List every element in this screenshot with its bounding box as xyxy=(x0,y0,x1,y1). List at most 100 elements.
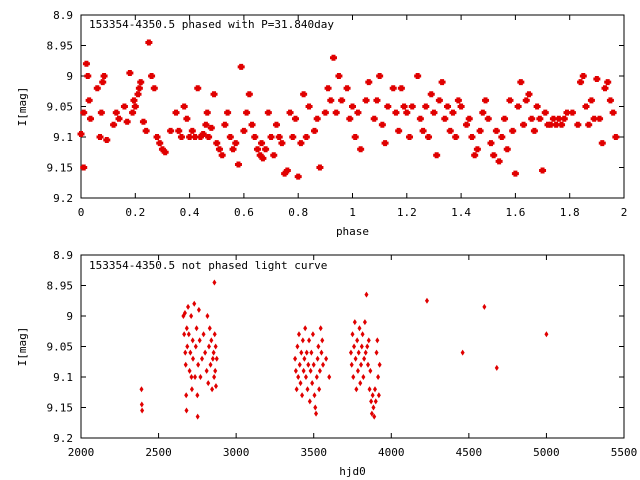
data-point xyxy=(194,85,202,92)
data-point xyxy=(351,134,359,140)
data-point xyxy=(185,343,190,350)
y-axis-label: I[mag] xyxy=(16,327,29,367)
y-tick-label: 9.05 xyxy=(47,341,74,354)
data-point xyxy=(536,115,544,122)
data-point xyxy=(186,331,191,338)
data-point xyxy=(376,374,381,380)
y-tick-label: 9 xyxy=(66,310,73,323)
data-point xyxy=(302,134,310,140)
data-point xyxy=(321,109,329,116)
data-point xyxy=(120,103,128,110)
data-point xyxy=(490,152,498,159)
data-point xyxy=(408,103,416,110)
x-tick-label: 3000 xyxy=(223,446,250,459)
data-point xyxy=(182,309,187,316)
data-point xyxy=(574,121,582,128)
data-point xyxy=(316,164,324,171)
data-point xyxy=(311,361,316,368)
data-point xyxy=(544,331,549,338)
y-tick-label: 9.2 xyxy=(53,432,73,445)
data-point xyxy=(193,374,198,380)
data-point xyxy=(182,331,187,338)
data-point xyxy=(262,146,270,153)
data-point xyxy=(286,109,294,116)
data-point xyxy=(384,103,392,110)
data-point xyxy=(297,140,305,147)
x-tick-label: 1 xyxy=(349,206,356,219)
phased-light-curve-panel: 0 0.2 0.4 0.6 0.8 1 1.2 1.4 1.6 1.8 2 8.9 8.95 9 9.05 9… xyxy=(16,9,627,238)
x-tick-label: 4500 xyxy=(456,446,483,459)
x-tick-label: 2000 xyxy=(68,446,95,459)
data-point xyxy=(503,146,511,153)
y-tick-label: 9.15 xyxy=(47,162,74,175)
data-point xyxy=(425,134,433,140)
data-point xyxy=(103,137,111,144)
data-point xyxy=(320,337,325,344)
data-point xyxy=(313,115,321,122)
data-point xyxy=(203,109,211,116)
data-point xyxy=(139,118,147,125)
data-point xyxy=(433,152,441,159)
x-axis-label: hjd0 xyxy=(339,465,366,478)
data-point xyxy=(352,319,357,326)
data-point xyxy=(367,386,372,393)
data-point xyxy=(213,140,221,147)
data-point xyxy=(195,392,200,399)
data-point xyxy=(364,291,369,298)
data-point xyxy=(93,85,101,92)
data-point xyxy=(362,355,367,362)
data-point xyxy=(139,401,144,408)
data-point xyxy=(577,79,585,86)
data-point xyxy=(579,73,587,79)
data-point xyxy=(283,167,291,174)
data-point xyxy=(501,115,509,122)
data-point xyxy=(362,319,367,326)
y-tick-label: 8.95 xyxy=(47,280,74,293)
data-point xyxy=(444,103,452,110)
data-point xyxy=(115,115,123,122)
data-point xyxy=(321,361,326,368)
data-point xyxy=(85,97,93,104)
data-point xyxy=(199,130,207,137)
data-point xyxy=(183,361,188,368)
data-point xyxy=(305,386,310,393)
data-point xyxy=(369,398,374,405)
data-point xyxy=(424,297,429,304)
data-point xyxy=(310,380,315,387)
data-point xyxy=(294,173,302,180)
x-tick-label: 2500 xyxy=(145,446,172,459)
data-point xyxy=(189,313,194,319)
data-point xyxy=(416,115,424,122)
data-point xyxy=(129,109,137,116)
data-point xyxy=(590,115,598,122)
data-point xyxy=(395,127,403,134)
data-point xyxy=(301,367,306,374)
data-point xyxy=(365,79,373,86)
data-point xyxy=(352,343,357,350)
data-point xyxy=(498,134,506,140)
data-point xyxy=(479,109,487,116)
data-point xyxy=(196,361,201,368)
data-point xyxy=(186,303,191,310)
data-point xyxy=(349,103,356,110)
data-point xyxy=(205,313,210,319)
data-point xyxy=(313,404,318,411)
x-tick-label: 0 xyxy=(78,206,85,219)
data-point xyxy=(593,76,601,83)
data-point xyxy=(362,97,370,104)
data-point xyxy=(300,392,305,399)
data-point xyxy=(293,355,298,362)
data-point xyxy=(359,361,364,368)
data-point xyxy=(359,343,364,350)
data-point xyxy=(585,121,593,128)
y-tick-label: 9.1 xyxy=(53,131,73,144)
data-point xyxy=(245,91,253,98)
data-point xyxy=(204,367,209,374)
data-point xyxy=(452,134,460,140)
data-point xyxy=(189,374,194,380)
x-tick-label: 0.8 xyxy=(288,206,308,219)
data-point xyxy=(197,337,202,344)
data-point xyxy=(368,367,373,374)
data-point xyxy=(356,349,361,356)
x-tick-label: 1.4 xyxy=(451,206,471,219)
